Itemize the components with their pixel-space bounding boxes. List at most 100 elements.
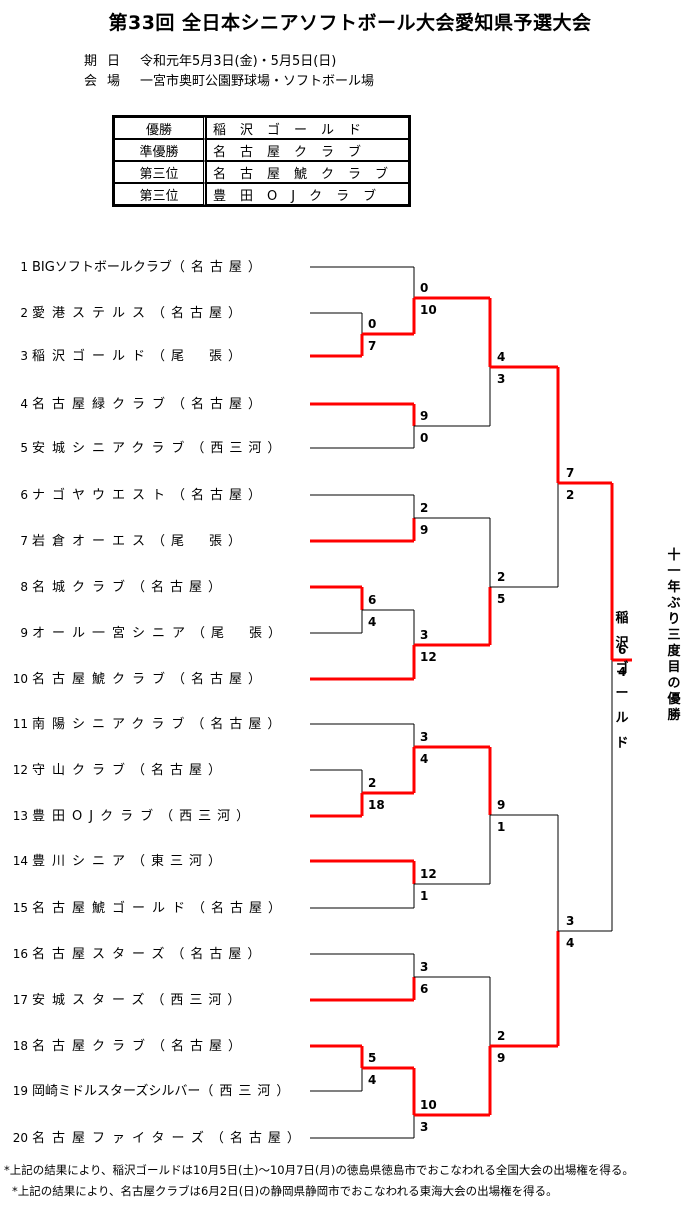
team-name: 守山クラブ [32,763,133,778]
team-region: （名古屋） [172,397,268,412]
game-score: 18 [368,798,385,812]
team-name: 南陽シニアクラブ [32,717,192,732]
team-region: （名古屋） [210,1131,306,1146]
game-score: 3 [420,1120,428,1134]
team-name: 名古屋クラブ [32,1039,153,1054]
team-entry: 4 名古屋緑クラブ（名古屋） [6,395,267,413]
team-region: （名古屋） [132,580,228,595]
team-region: （西三河） [191,441,287,456]
team-name: 稲沢ゴールド [32,349,153,364]
team-entry: 1 BIGソフトボールクラブ（名古屋） [6,258,267,276]
page-title: 第33回 全日本シニアソフトボール大会愛知県予選大会 [108,12,592,34]
team-name: オール一宮シニア [32,626,193,641]
team-name: 名古屋ファイターズ [32,1131,211,1146]
team-entry: 16 名古屋スターズ（名古屋） [6,945,266,963]
champion-name: 稲沢ゴールド [615,611,629,751]
team-entry: 11 南陽シニアクラブ（名古屋） [6,715,286,733]
team-name: ナゴヤウエスト [32,488,173,503]
team-number: 10 [12,672,28,686]
team-cell: 豊田OJクラブ [206,183,410,205]
team-cell: 名古屋鯱クラブ [206,161,410,183]
team-region: （西三河） [151,993,247,1008]
team-region: （名古屋） [172,672,268,687]
team-name: 岩倉オーエス [32,534,153,549]
team-region: （名古屋） [171,947,267,962]
team-region: （西三河） [200,1084,296,1099]
team-entry: 19 岡崎ミドルスターズシルバー（西三河） [6,1082,295,1100]
game-score: 4 [368,1073,376,1087]
team-entry: 14 豊川シニア（東三河） [6,852,227,870]
team-name: 豊川シニア [32,854,133,869]
team-entry: 10 名古屋鯱クラブ（名古屋） [6,670,267,688]
game-score: 3 [566,914,574,928]
team-number: 3 [20,349,28,363]
game-score: 12 [420,867,437,881]
team-entry: 18 名古屋クラブ（名古屋） [6,1037,247,1055]
place-cell: 優勝 [114,117,206,139]
footnote: *上記の結果により、稲沢ゴールドは10月5日(土)〜10月7日(月)の徳島県徳島… [4,1163,634,1177]
team-region: （名古屋） [132,763,228,778]
results-table: 優勝 稲沢ゴールド 準優勝 名古屋クラブ 第三位 名古屋鯱クラブ 第三位 豊田OJクラブ [112,115,412,207]
team-region: （名古屋） [171,260,267,275]
team-entry: 13 豊田OJクラブ（西三河） [6,807,255,825]
venue-row: 会場 一宮市奥町公園野球場・ソフトボール場 [84,70,374,89]
team-name: BIGソフトボールクラブ [32,260,172,275]
game-score: 6 [368,593,376,607]
game-score: 4 [566,936,574,950]
team-name: 豊田OJクラブ [32,809,161,824]
game-score: 0 [420,431,428,445]
results-row: 第三位 名古屋鯱クラブ [114,161,410,183]
place-cell: 第三位 [114,183,206,205]
team-region: （名古屋） [191,717,287,732]
team-cell: 稲沢ゴールド [206,117,410,139]
game-score: 0 [368,317,376,331]
team-number: 11 [12,717,28,731]
game-score: 0 [420,281,428,295]
team-number: 4 [20,397,28,411]
game-score: 3 [497,372,505,386]
results-row: 優勝 稲沢ゴールド [114,117,410,139]
results-row: 第三位 豊田OJクラブ [114,183,410,205]
team-name: 岡崎ミドルスターズシルバー [32,1084,201,1099]
team-number: 8 [20,580,28,594]
place-cell: 準優勝 [114,139,206,161]
team-name: 安城スターズ [32,993,152,1008]
venue-value: 一宮市奥町公園野球場・ソフトボール場 [140,74,375,89]
team-region: （尾 張） [192,626,288,641]
team-name: 名古屋鯱クラブ [32,672,173,687]
team-cell: 名古屋クラブ [206,139,410,161]
game-score: 7 [566,466,574,480]
game-score: 12 [420,650,437,664]
team-entry: 6 ナゴヤウエスト（名古屋） [6,486,267,504]
team-entry: 17 安城スターズ（西三河） [6,991,246,1009]
game-score: 3 [420,730,428,744]
team-region: （尾 張） [152,349,248,364]
game-score: 4 [497,350,505,364]
game-score: 10 [420,1098,437,1112]
game-score: 3 [420,960,428,974]
team-number: 16 [12,947,28,961]
team-number: 13 [12,809,28,823]
team-entry: 5 安城シニアクラブ（西三河） [6,439,286,457]
team-number: 2 [20,306,28,320]
game-score: 2 [368,776,376,790]
game-score: 9 [497,1051,505,1065]
team-number: 14 [12,854,28,868]
footnote: *上記の結果により、名古屋クラブは6月2日(日)の静岡県静岡市でおこなわれる東海… [12,1184,558,1198]
team-entry: 12 守山クラブ（名古屋） [6,761,227,779]
team-number: 15 [12,901,28,915]
team-name: 安城シニアクラブ [32,441,192,456]
game-score: 7 [368,339,376,353]
game-score: 9 [420,409,428,423]
team-name: 名古屋スターズ [32,947,172,962]
game-score: 1 [420,889,428,903]
results-row: 準優勝 名古屋クラブ [114,139,410,161]
team-region: （名古屋） [192,901,288,916]
game-score: 4 [420,752,428,766]
game-score: 4 [618,665,626,679]
team-number: 9 [20,626,28,640]
team-name: 愛港ステルス [32,306,153,321]
team-name: 名城クラブ [32,580,133,595]
team-number: 18 [12,1039,28,1053]
